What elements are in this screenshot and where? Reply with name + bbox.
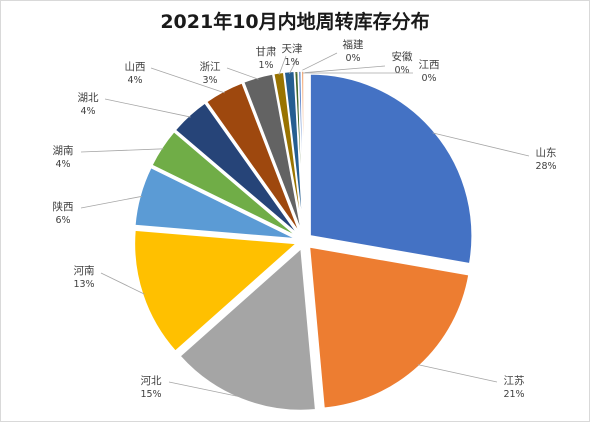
- slice-percent-label: 4%: [55, 159, 70, 170]
- pie-slice-13: [300, 70, 305, 234]
- slice-percent-label: 1%: [258, 60, 273, 71]
- slice-name-label: 江苏: [504, 374, 525, 387]
- slice-percent-label: 0%: [394, 65, 409, 76]
- slice-name-label: 江西: [419, 59, 440, 71]
- leader-line-11: [296, 52, 338, 74]
- slice-name-label: 福建: [343, 38, 364, 51]
- leader-line-4: [80, 195, 143, 209]
- pie-slice-7: [205, 81, 301, 235]
- leader-line-6: [104, 98, 191, 118]
- pie-slice-2: [178, 246, 317, 412]
- pie-slice-4: [134, 166, 297, 240]
- chart-title: 2021年10月内地周转库存分布: [160, 11, 430, 33]
- slice-name-label: 浙江: [200, 61, 221, 73]
- leader-line-2: [168, 381, 243, 398]
- pie-slice-8: [242, 73, 303, 234]
- slice-name-label: 河北: [141, 375, 162, 387]
- slice-percent-label: 4%: [80, 106, 95, 117]
- pie-slice-1: [308, 245, 470, 410]
- slice-percent-label: 3%: [202, 75, 217, 86]
- slice-name-label: 山东: [536, 146, 557, 159]
- slice-name-label: 陕西: [53, 200, 74, 213]
- slice-name-label: 甘肃: [256, 45, 277, 58]
- slice-name-label: 河南: [74, 264, 95, 277]
- leader-line-12: [299, 65, 386, 74]
- slice-percent-label: 6%: [55, 215, 70, 226]
- leader-line-9: [278, 55, 287, 76]
- leader-line-7: [150, 67, 225, 94]
- slice-percent-label: 4%: [127, 75, 142, 86]
- slice-percent-label: 28%: [535, 161, 556, 172]
- leader-line-3: [100, 272, 145, 295]
- slice-percent-label: 0%: [421, 73, 436, 84]
- pie-slice-0: [309, 73, 473, 265]
- pie-slice-3: [133, 229, 299, 353]
- pie-slice-6: [174, 101, 300, 236]
- slice-percent-label: 1%: [284, 57, 299, 68]
- slice-name-label: 湖南: [53, 144, 74, 157]
- slice-name-label: 山西: [125, 61, 146, 73]
- slice-name-label: 湖北: [78, 92, 99, 104]
- slice-name-label: 天津: [282, 43, 303, 55]
- slice-percent-label: 21%: [503, 389, 524, 400]
- slice-name-label: 安徽: [392, 50, 413, 63]
- leader-line-0: [432, 132, 530, 157]
- leader-line-1: [417, 364, 498, 383]
- leader-line-10: [289, 58, 298, 74]
- leader-line-8: [226, 67, 259, 80]
- slice-percent-label: 15%: [140, 389, 161, 400]
- slice-percent-label: 0%: [345, 53, 360, 64]
- pie-slice-5: [150, 130, 298, 238]
- leader-line-5: [80, 148, 164, 153]
- slice-percent-label: 13%: [73, 279, 94, 290]
